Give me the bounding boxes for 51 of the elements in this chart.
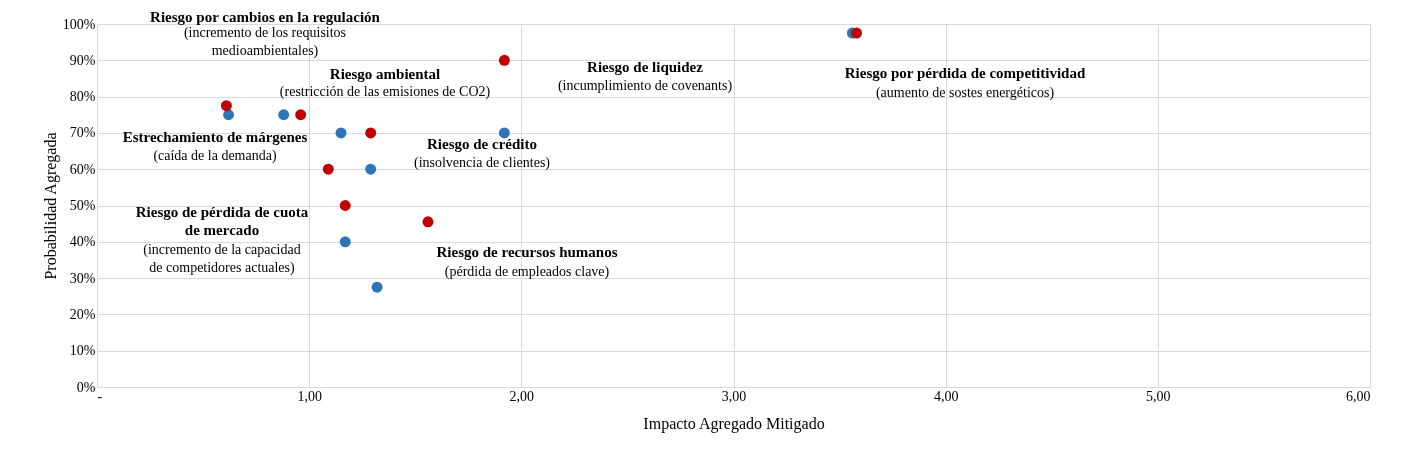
- point: [365, 127, 377, 139]
- x-axis-title: Impacto Agregado Mitigado: [643, 414, 825, 433]
- point: [223, 109, 235, 121]
- point: [220, 100, 232, 112]
- point: [339, 200, 351, 211]
- point: [498, 127, 510, 139]
- point: [278, 109, 290, 121]
- x-tick-label: 1,00: [297, 388, 322, 404]
- point: [322, 163, 334, 175]
- point: [498, 54, 510, 66]
- annotation: (restricción de las emisiones de CO2): [279, 84, 491, 100]
- annotation: Riesgo de pérdida de cuota de mercado: [135, 204, 309, 238]
- y-tick-label: 40%: [69, 234, 96, 250]
- x-tick-label: 2,00: [509, 388, 535, 404]
- annotation: (incumplimiento de covenants): [557, 78, 733, 94]
- y-tick-label: 20%: [69, 306, 96, 322]
- annotation: Riesgo de liquidez: [587, 59, 704, 75]
- annotation: Riesgo por pérdida de competitividad: [844, 65, 1086, 81]
- y-tick-label: 70%: [69, 125, 96, 141]
- annotation: Riesgo de crédito: [427, 136, 537, 152]
- x-tick-label: 5,00: [1146, 388, 1171, 404]
- y-tick-label: 60%: [69, 161, 96, 177]
- annotation: (caída de la demanda): [153, 148, 277, 164]
- point: [295, 109, 307, 121]
- annotation: Riesgo ambiental: [329, 66, 441, 82]
- annotation: (insolvencia de clientes): [413, 155, 551, 171]
- y-tick-label: 80%: [69, 89, 96, 105]
- point: [371, 281, 383, 293]
- y-tick-label: 50%: [69, 198, 96, 213]
- x-tick-label: -: [97, 388, 103, 404]
- y-axis-title: Probabilidad Agregada: [41, 132, 60, 280]
- point: [335, 127, 347, 139]
- y-tick-label: 10%: [69, 343, 96, 359]
- annotation: (pérdida de empleados clave): [444, 264, 610, 280]
- point: [422, 216, 434, 228]
- annotation: Estrechamiento de márgenes: [122, 129, 308, 145]
- annotation: Riesgo de recursos humanos: [436, 244, 618, 260]
- annotation: (incremento de los requisitos medioambientales): [183, 25, 347, 59]
- y-tick-label: 0%: [76, 379, 96, 395]
- x-tick-label: 4,00: [933, 388, 959, 404]
- x-tick-label: 6,00: [1346, 388, 1371, 404]
- point: [851, 27, 863, 39]
- annotation: (incremento de la capacidad de competidores actuales): [143, 242, 301, 276]
- y-tick-label: 30%: [69, 270, 96, 286]
- annotation: (aumento de sostes energéticos): [875, 85, 1055, 101]
- annotation: Riesgo por cambios en la regulación: [150, 9, 381, 25]
- y-tick-label: 100%: [62, 16, 96, 32]
- point: [339, 236, 351, 248]
- y-tick-label: 90%: [69, 52, 96, 68]
- x-tick-label: 3,00: [721, 388, 747, 404]
- point: [365, 163, 377, 175]
